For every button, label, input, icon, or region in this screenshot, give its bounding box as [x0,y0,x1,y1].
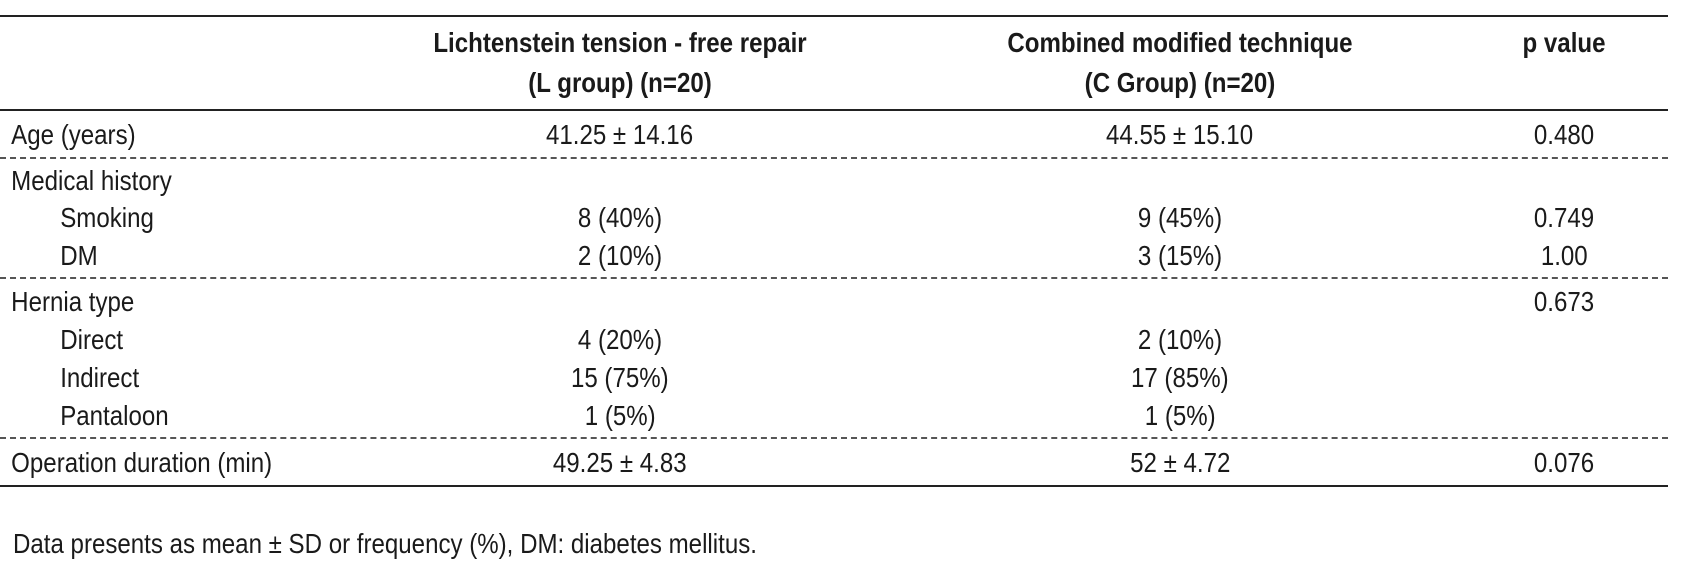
header-p-value: p value [1460,23,1668,103]
table-row: Operation duration (min) 49.25 ± 4.83 52… [0,443,1668,483]
hernia-type-section: Hernia type 0.673 Direct 4 (20%) 2 (10%)… [0,279,1668,437]
row-label: Direct [60,324,124,355]
row-label: Medical history [11,165,172,196]
header-c-group-n: (C Group) (n=20) [1084,67,1276,98]
table-row: DM 2 (10%) 3 (15%) 1.00 [0,237,1668,275]
operation-section: Operation duration (min) 49.25 ± 4.83 52… [0,439,1668,485]
table-row: Hernia type 0.673 [0,283,1668,321]
header-l-group-title: Lichtenstein tension - free repair [433,27,807,58]
pantaloon-c-value: 1 (5%) [1144,400,1216,431]
age-p-value: 0.480 [1533,119,1595,150]
age-c-value: 44.55 ± 15.10 [1106,119,1254,150]
smoking-p-value: 0.749 [1533,202,1595,233]
row-label: Hernia type [11,286,135,317]
table-footnote: Data presents as mean ± SD or frequency … [13,528,757,559]
table-header: Lichtenstein tension - free repair (L gr… [0,17,1668,109]
age-l-value: 41.25 ± 14.16 [546,119,694,150]
row-label: Age (years) [11,119,136,150]
table-row: Direct 4 (20%) 2 (10%) [0,321,1668,359]
row-label: Smoking [60,202,154,233]
operation-l-value: 49.25 ± 4.83 [553,447,687,478]
header-c-group-title: Combined modified technique [1007,27,1353,58]
header-l-group: Lichtenstein tension - free repair (L gr… [340,23,900,103]
smoking-l-value: 8 (40%) [577,202,663,233]
table-row: Smoking 8 (40%) 9 (45%) 0.749 [0,199,1668,237]
row-label: Operation duration (min) [11,447,273,478]
header-p-value-label: p value [1522,27,1606,58]
table-row: Age (years) 41.25 ± 14.16 44.55 ± 15.10 … [0,115,1668,155]
indirect-l-value: 15 (75%) [571,362,669,393]
operation-p-value: 0.076 [1533,447,1595,478]
direct-c-value: 2 (10%) [1137,324,1223,355]
bottom-rule [0,485,1668,487]
row-label: Indirect [60,362,140,393]
age-section: Age (years) 41.25 ± 14.16 44.55 ± 15.10 … [0,111,1668,157]
dm-p-value: 1.00 [1540,240,1588,271]
operation-c-value: 52 ± 4.72 [1129,447,1231,478]
comparison-table: Lichtenstein tension - free repair (L gr… [0,15,1668,487]
pantaloon-l-value: 1 (5%) [584,400,656,431]
indirect-c-value: 17 (85%) [1131,362,1229,393]
top-rule [0,15,1668,17]
section-divider [0,157,1668,159]
dm-c-value: 3 (15%) [1137,240,1223,271]
table-row: Pantaloon 1 (5%) 1 (5%) [0,397,1668,435]
header-rule [0,109,1668,111]
hernia-type-p-value: 0.673 [1533,286,1595,317]
table-row: Indirect 15 (75%) 17 (85%) [0,359,1668,397]
row-label: DM [60,240,98,271]
direct-l-value: 4 (20%) [577,324,663,355]
medical-history-section: Medical history Smoking 8 (40%) 9 (45%) … [0,159,1668,277]
header-l-group-n: (L group) (n=20) [528,67,712,98]
dm-l-value: 2 (10%) [577,240,663,271]
row-label: Pantaloon [60,400,169,431]
smoking-c-value: 9 (45%) [1137,202,1223,233]
section-divider [0,277,1668,279]
table-row: Medical history [0,163,1668,199]
section-divider [0,437,1668,439]
header-c-group: Combined modified technique (C Group) (n… [900,23,1460,103]
